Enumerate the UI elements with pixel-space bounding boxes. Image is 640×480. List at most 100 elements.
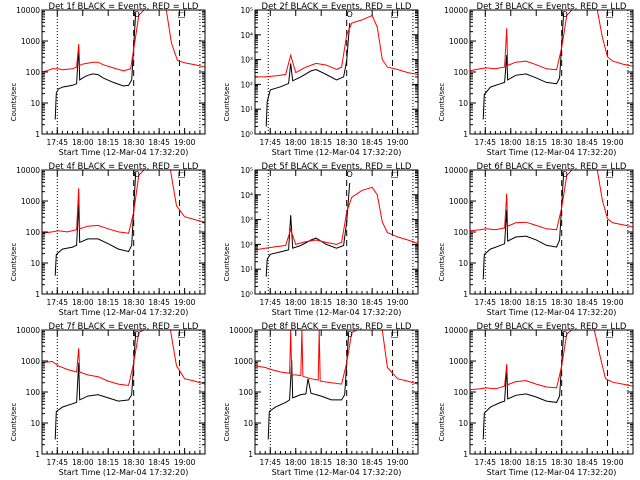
top-marker-o: O — [347, 170, 353, 179]
x-tick-label: 18:15 — [97, 138, 119, 147]
x-tick-label: 17:45 — [46, 138, 68, 147]
y-tick-label: 100 — [26, 68, 41, 77]
series-group — [470, 10, 633, 120]
series-events-line — [54, 332, 137, 440]
x-tick-label: 18:30 — [551, 298, 573, 307]
x-tick-label: 18:00 — [500, 138, 522, 147]
x-tick-label: 18:30 — [123, 138, 145, 147]
plot-frame — [254, 9, 419, 135]
x-tick-label: 19:00 — [387, 138, 409, 147]
x-tick-label: 19:00 — [387, 458, 409, 467]
x-tick-label: 18:00 — [500, 298, 522, 307]
series-events-line — [54, 172, 137, 276]
y-axis-label: Counts/sec — [10, 83, 18, 122]
series-group — [470, 330, 633, 440]
y-tick-label: 100 — [239, 388, 254, 397]
x-tick-label: 18:15 — [310, 458, 332, 467]
top-marker-o: O — [347, 10, 353, 19]
y-tick-label: 1 — [35, 130, 40, 139]
y-tick-label: 10000 — [16, 6, 40, 15]
top-marker-square: □ — [606, 10, 614, 19]
x-tick-label: 18:30 — [123, 458, 145, 467]
y-tick-label: 10 — [458, 99, 468, 108]
y-tick-label: 10000 — [444, 326, 468, 335]
x-tick-label: 17:45 — [259, 298, 281, 307]
y-tick-label: 10 — [30, 99, 40, 108]
x-tick-label: 17:45 — [259, 138, 281, 147]
y-axis-label: Counts/sec — [438, 243, 446, 282]
y-tick-label: 1 — [463, 450, 468, 459]
top-marker-o: O — [134, 330, 140, 339]
x-tick-label: 17:45 — [474, 298, 496, 307]
x-tick-label: 19:00 — [174, 138, 196, 147]
series-group — [42, 170, 205, 276]
series-events-line — [482, 332, 565, 440]
top-marker-o: O — [134, 10, 140, 19]
x-axis-label: Start Time (12-Mar-04 17:32:20) — [487, 308, 617, 317]
y-axis-label: Counts/sec — [438, 83, 446, 122]
y-tick-label: 100 — [454, 388, 469, 397]
series-events-line — [54, 12, 137, 120]
y-tick-label: 10 — [30, 419, 40, 428]
y-axis-label: Counts/sec — [10, 403, 18, 442]
x-tick-label: 18:00 — [72, 458, 94, 467]
series-group — [255, 330, 418, 440]
plot-frame — [254, 329, 419, 455]
y-tick-label: 10⁴ — [240, 31, 253, 40]
x-tick-label: 18:00 — [500, 458, 522, 467]
series-lld-line — [42, 170, 205, 234]
y-axis-label: Counts/sec — [223, 243, 231, 282]
x-axis-label: Start Time (12-Mar-04 17:32:20) — [487, 468, 617, 477]
x-tick-label: 17:45 — [259, 458, 281, 467]
panel-title: Det 4f BLACK = Events, RED = LLD — [49, 162, 199, 172]
x-axis-label: Start Time (12-Mar-04 17:32:20) — [59, 148, 189, 157]
x-tick-label: 18:00 — [72, 298, 94, 307]
top-marker-o: O — [134, 170, 140, 179]
x-axis-label: Start Time (12-Mar-04 17:32:20) — [272, 148, 402, 157]
x-tick-label: 18:15 — [97, 458, 119, 467]
top-marker-square: □ — [391, 10, 399, 19]
y-tick-label: 10⁵ — [240, 166, 253, 175]
x-tick-label: 18:00 — [285, 458, 307, 467]
y-tick-label: 10⁵ — [240, 6, 253, 15]
top-marker-o: O — [562, 330, 568, 339]
x-tick-label: 18:00 — [285, 138, 307, 147]
series-lld-line — [255, 14, 418, 78]
series-events-line — [482, 172, 565, 280]
x-tick-label: 19:00 — [602, 298, 624, 307]
series-lld-line — [470, 170, 633, 232]
x-tick-label: 18:45 — [576, 298, 598, 307]
x-tick-label: 18:30 — [123, 298, 145, 307]
y-axis-label: Counts/sec — [10, 243, 18, 282]
y-tick-label: 1000 — [449, 37, 468, 46]
series-events-line — [482, 12, 565, 120]
top-marker-o: O — [562, 10, 568, 19]
plot-frame — [469, 329, 634, 455]
panel-title: Det 2f BLACK = Events, RED = LLD — [262, 2, 412, 12]
y-tick-label: 10² — [240, 80, 253, 89]
y-tick-label: 10⁰ — [240, 290, 253, 299]
x-axis-label: Start Time (12-Mar-04 17:32:20) — [272, 308, 402, 317]
panel-title: Det 6f BLACK = Events, RED = LLD — [477, 162, 627, 172]
x-tick-label: 18:15 — [310, 298, 332, 307]
x-tick-label: 17:45 — [46, 458, 68, 467]
top-marker-square: □ — [178, 10, 186, 19]
series-group — [255, 14, 418, 127]
x-tick-label: 18:45 — [148, 458, 170, 467]
x-axis-label: Start Time (12-Mar-04 17:32:20) — [59, 308, 189, 317]
top-marker-square: □ — [391, 170, 399, 179]
x-axis-label: Start Time (12-Mar-04 17:32:20) — [272, 468, 402, 477]
y-tick-label: 1000 — [21, 357, 40, 366]
x-tick-label: 18:00 — [285, 298, 307, 307]
y-tick-label: 1 — [35, 290, 40, 299]
top-marker-square: □ — [178, 330, 186, 339]
series-events-line — [267, 332, 350, 440]
